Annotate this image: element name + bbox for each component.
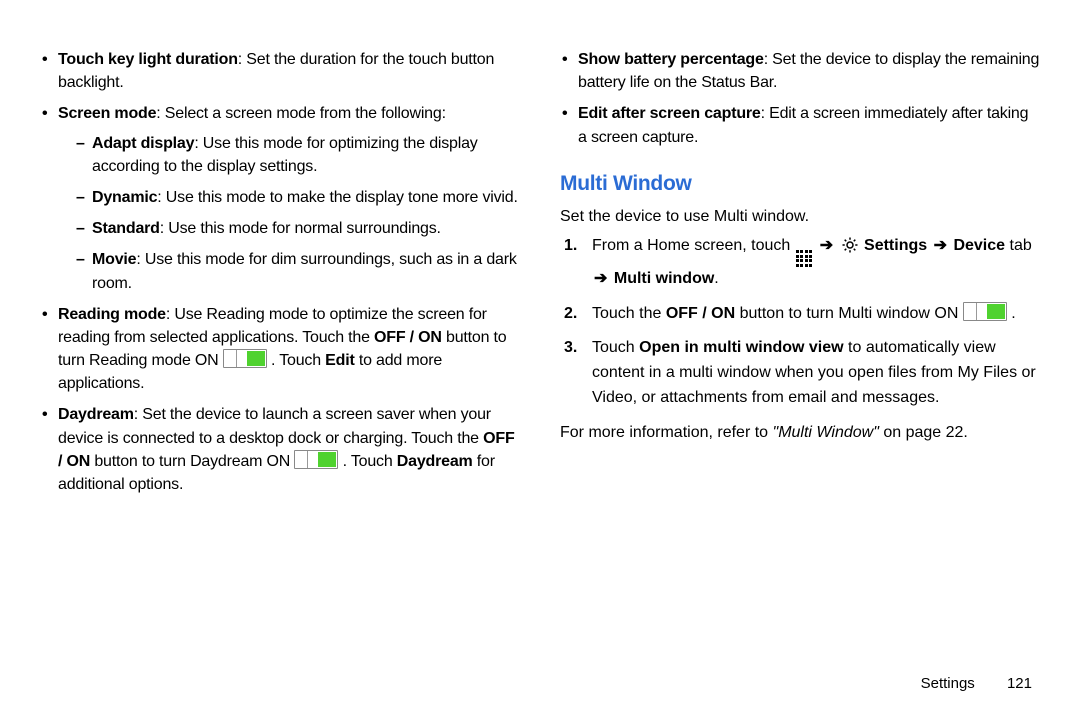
- screen-mode-sublist: Adapt display: Use this mode for optimiz…: [58, 132, 520, 295]
- open-label: Open in multi window view: [639, 339, 843, 356]
- apps-grid-icon: [796, 250, 813, 267]
- gear-icon: [841, 236, 859, 263]
- step-1: From a Home screen, touch ➔ Settings ➔ D…: [560, 234, 1040, 291]
- label: Reading mode: [58, 306, 166, 323]
- left-column: Touch key light duration: Set the durati…: [40, 48, 520, 504]
- text: : Use this mode for dim surroundings, su…: [92, 251, 517, 291]
- toggle-on-icon: [963, 302, 1007, 321]
- item-adapt: Adapt display: Use this mode for optimiz…: [76, 132, 520, 178]
- item-movie: Movie: Use this mode for dim surrounding…: [76, 248, 520, 294]
- steps-list: From a Home screen, touch ➔ Settings ➔ D…: [560, 234, 1040, 410]
- arrow-icon: ➔: [820, 237, 833, 254]
- dot: .: [714, 270, 718, 287]
- label: Edit after screen capture: [578, 105, 761, 122]
- right-bullet-list: Show battery percentage: Set the device …: [560, 48, 1040, 149]
- mw-label: Multi window: [614, 270, 714, 287]
- device-label: Device: [953, 237, 1005, 254]
- label: Adapt display: [92, 135, 194, 152]
- ref: "Multi Window": [773, 424, 879, 441]
- text: : Use this mode to make the display tone…: [157, 189, 517, 206]
- item-reading-mode: Reading mode: Use Reading mode to optimi…: [40, 303, 520, 396]
- t3: . Touch: [267, 352, 325, 369]
- label: Dynamic: [92, 189, 157, 206]
- tab-text: tab: [1005, 237, 1032, 254]
- toggle-on-icon: [223, 349, 267, 368]
- t1: Touch: [592, 339, 639, 356]
- label: Screen mode: [58, 105, 156, 122]
- dd: Daydream: [397, 453, 473, 470]
- label: Standard: [92, 220, 160, 237]
- footer-section: Settings: [921, 675, 975, 692]
- item-edit-capture: Edit after screen capture: Edit a screen…: [560, 102, 1040, 148]
- t2: on page 22.: [879, 424, 968, 441]
- t2: button to turn Daydream ON: [90, 453, 294, 470]
- label: Movie: [92, 251, 136, 268]
- text: : Use this mode for normal surroundings.: [160, 220, 441, 237]
- edit: Edit: [325, 352, 354, 369]
- more-info: For more information, refer to "Multi Wi…: [560, 421, 1040, 444]
- dot: .: [1007, 305, 1016, 322]
- label: Touch key light duration: [58, 51, 238, 68]
- arrow-icon: ➔: [594, 270, 607, 287]
- t3: . Touch: [338, 453, 396, 470]
- step-2: Touch the OFF / ON button to turn Multi …: [560, 302, 1040, 327]
- left-bullet-list: Touch key light duration: Set the durati…: [40, 48, 520, 496]
- t1: For more information, refer to: [560, 424, 773, 441]
- step-3: Touch Open in multi window view to autom…: [560, 336, 1040, 410]
- t1: Touch the: [592, 305, 666, 322]
- toggle-on-icon: [294, 450, 338, 469]
- t1: From a Home screen, touch: [592, 237, 795, 254]
- settings-label: Settings: [864, 237, 927, 254]
- label: Show battery percentage: [578, 51, 764, 68]
- item-standard: Standard: Use this mode for normal surro…: [76, 217, 520, 240]
- item-screen-mode: Screen mode: Select a screen mode from t…: [40, 102, 520, 294]
- intro-text: Set the device to use Multi window.: [560, 205, 1040, 228]
- footer-page-number: 121: [1007, 675, 1032, 692]
- item-battery: Show battery percentage: Set the device …: [560, 48, 1040, 94]
- page: Touch key light duration: Set the durati…: [0, 0, 1080, 504]
- arrow-icon: ➔: [934, 237, 947, 254]
- label: Daydream: [58, 406, 134, 423]
- right-column: Show battery percentage: Set the device …: [560, 48, 1040, 504]
- item-dynamic: Dynamic: Use this mode to make the displ…: [76, 186, 520, 209]
- text: : Select a screen mode from the followin…: [156, 105, 446, 122]
- t2: button to turn Multi window ON: [735, 305, 963, 322]
- item-daydream: Daydream: Set the device to launch a scr…: [40, 403, 520, 496]
- item-touch-key: Touch key light duration: Set the durati…: [40, 48, 520, 94]
- offon: OFF / ON: [374, 329, 442, 346]
- offon: OFF / ON: [666, 305, 735, 322]
- page-footer: Settings 121: [921, 675, 1032, 692]
- section-heading-multi-window: Multi Window: [560, 169, 1040, 199]
